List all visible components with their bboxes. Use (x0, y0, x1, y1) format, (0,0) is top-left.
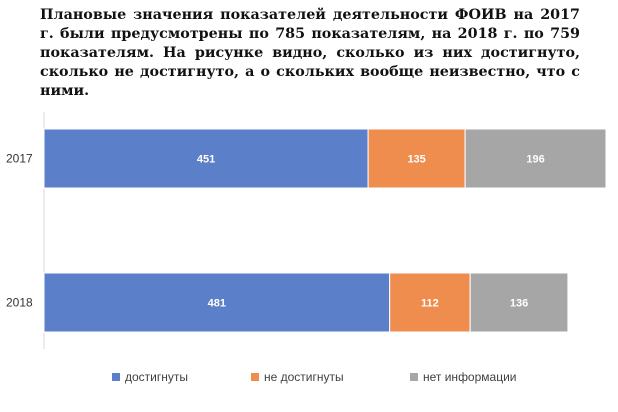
legend-swatch-2 (410, 373, 418, 381)
data-label-2017-series-2: 196 (526, 154, 544, 166)
data-label-2018-series-0: 481 (208, 298, 226, 310)
legend-label-2: нет информации (423, 370, 517, 384)
data-label-2018-series-1: 112 (421, 298, 439, 310)
legend-label-0: достигнуты (125, 370, 188, 384)
chart-title: Плановые значения показателей деятельнос… (40, 7, 580, 99)
legend-item-1: не достигнуты (251, 370, 344, 384)
legend-item-0: достигнуты (112, 370, 188, 384)
bar-2017-series-0 (43, 128, 369, 189)
legend-label-1: не достигнуты (264, 370, 344, 384)
bar-2018-series-0 (43, 272, 391, 333)
labels-layer: 2017 451 135 196 2018 481 112 136 (6, 152, 545, 310)
legend-swatch-0 (112, 373, 120, 381)
bar-2017-series-1 (367, 128, 466, 189)
bar-2017-series-2 (464, 128, 607, 189)
legend-swatch-1 (251, 373, 259, 381)
bar-2018-series-1 (389, 272, 471, 333)
legend: достигнуты не достигнуты нет информации (0, 370, 618, 390)
data-label-2017-series-0: 451 (197, 154, 215, 166)
bar-2018-series-2 (469, 272, 569, 333)
category-label-2018: 2018 (6, 296, 33, 310)
bars-layer (43, 128, 607, 333)
data-label-2017-series-1: 135 (407, 154, 425, 166)
legend-item-2: нет информации (410, 370, 517, 384)
data-label-2018-series-2: 136 (510, 298, 528, 310)
category-label-2017: 2017 (6, 152, 33, 166)
